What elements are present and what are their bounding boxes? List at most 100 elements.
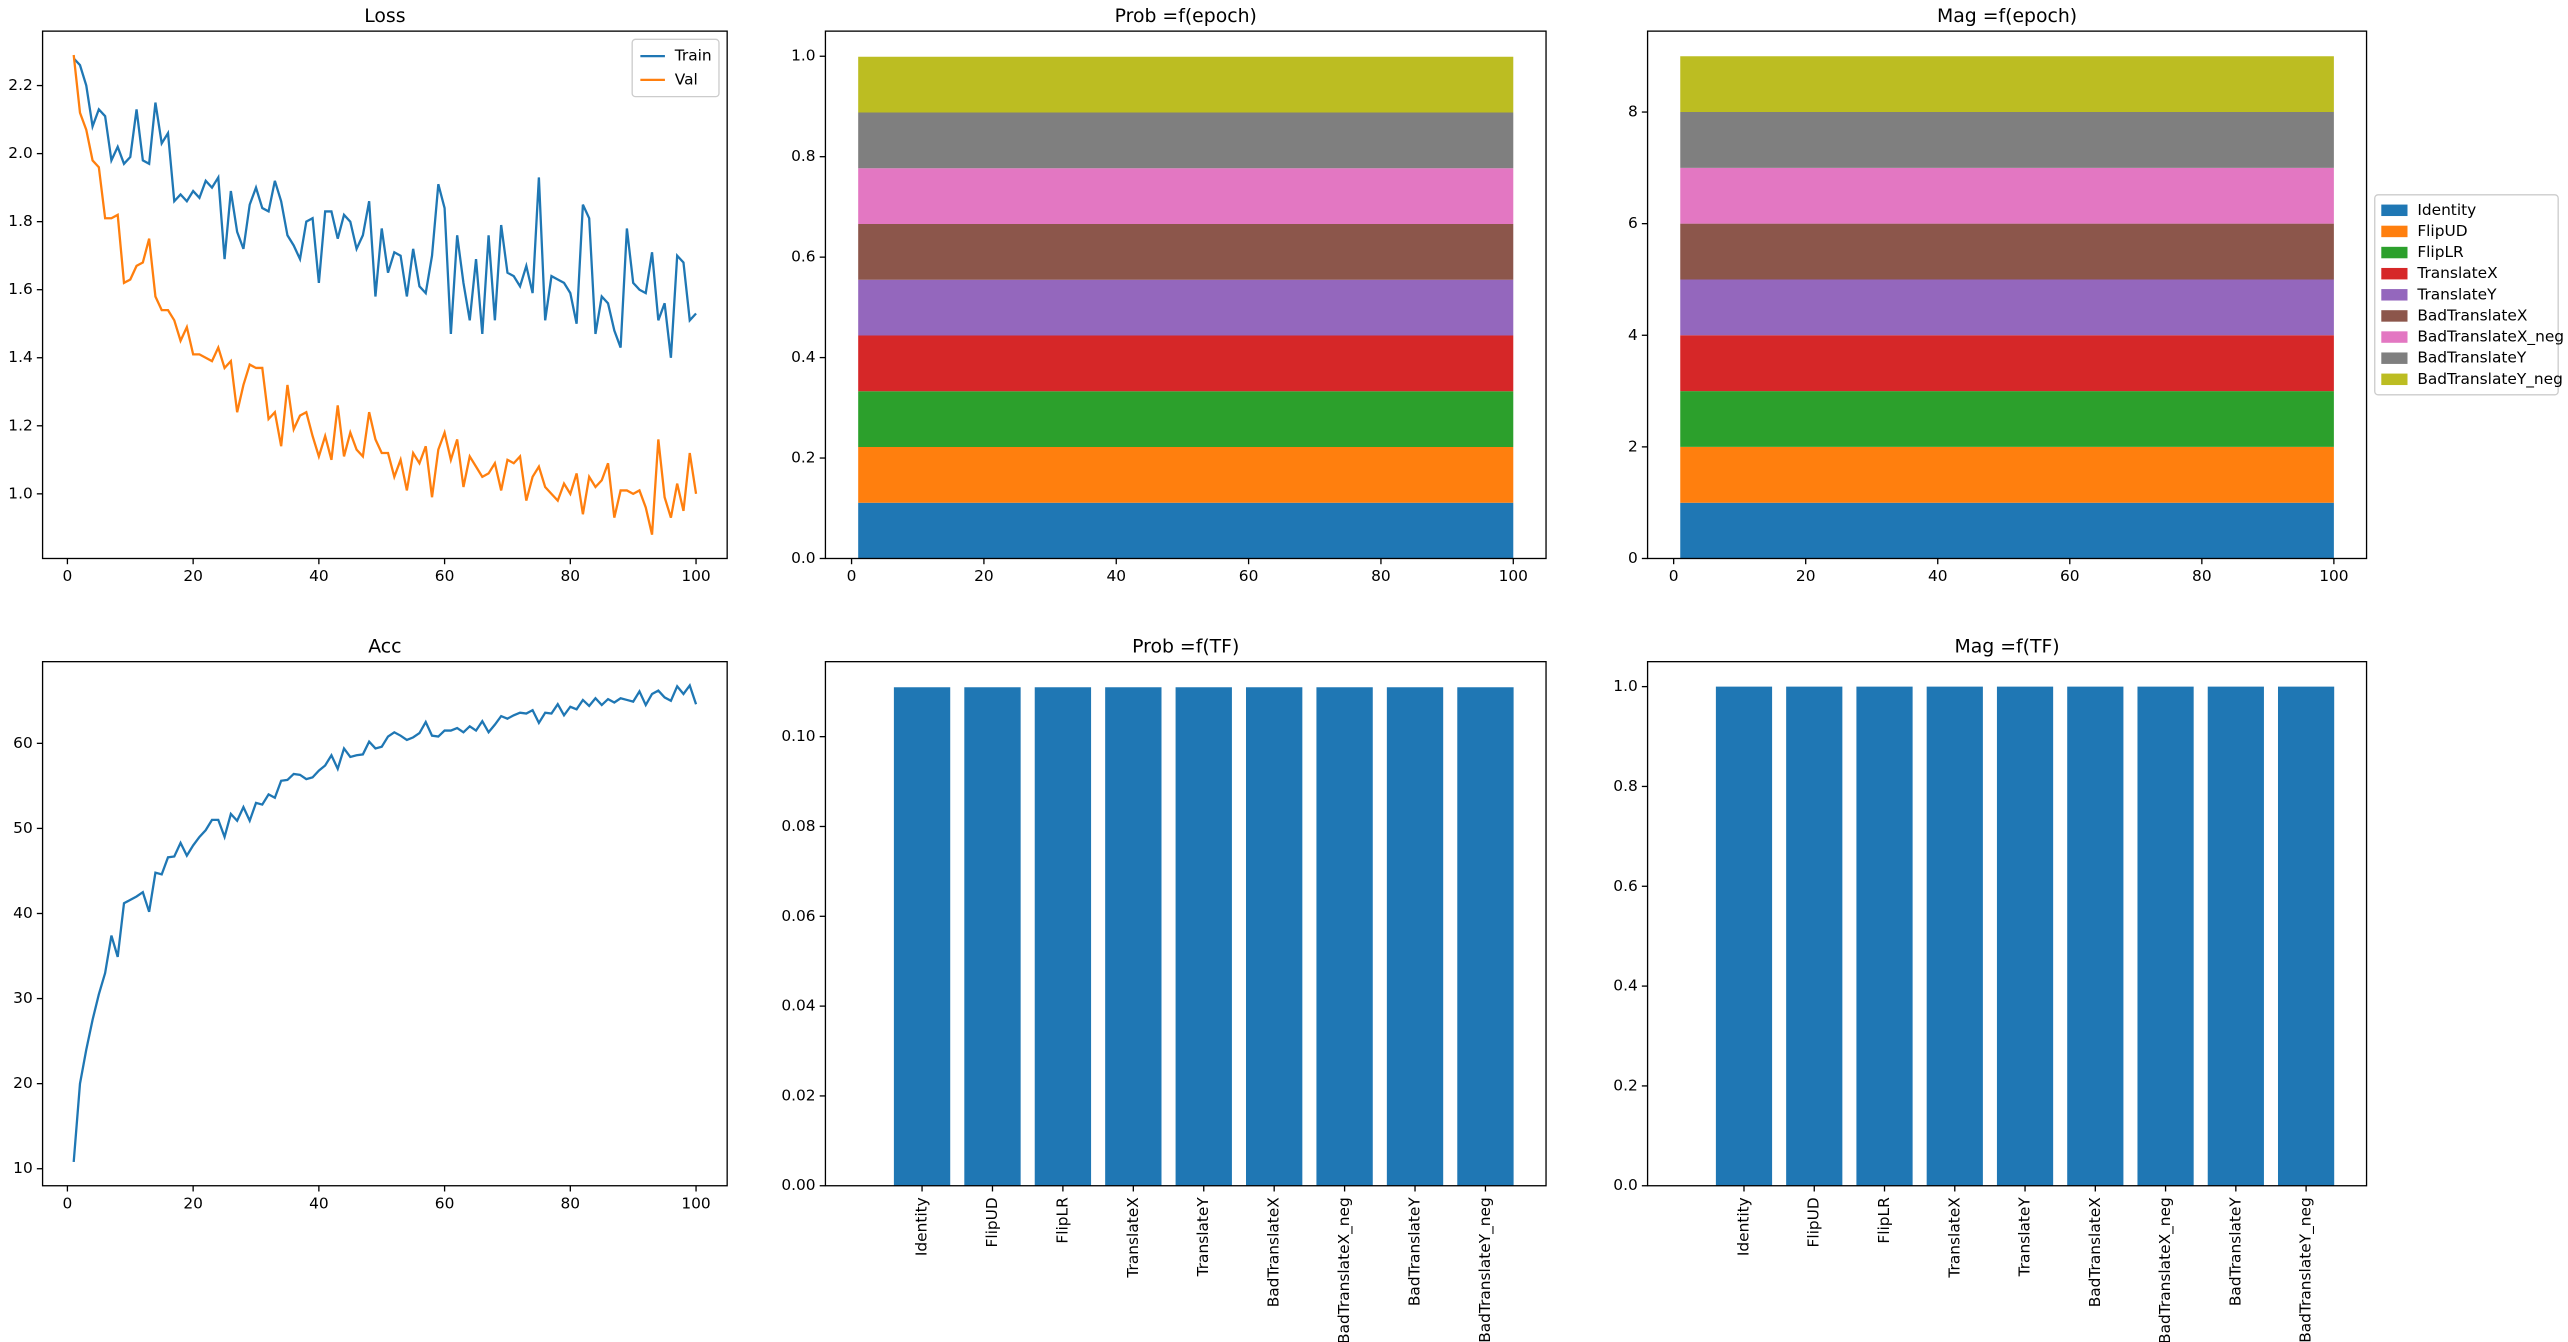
y-tick-label: 0.10 — [781, 727, 815, 745]
x-tick-label: TranslateX — [1945, 1197, 1963, 1279]
x-tick-label: 60 — [2060, 567, 2080, 585]
bar — [2277, 686, 2335, 1186]
chart-title: Prob =f(epoch) — [1115, 6, 1257, 27]
x-tick-label: 60 — [435, 567, 455, 585]
y-tick-label: 0.2 — [791, 449, 815, 467]
bar — [1316, 687, 1373, 1186]
x-tick-label: 40 — [309, 1194, 329, 1212]
area — [1680, 335, 2334, 392]
y-tick-label: 0.2 — [1613, 1076, 1637, 1094]
legend-label: FlipLR — [2417, 243, 2464, 261]
y-tick-label: 0.8 — [791, 147, 815, 165]
x-tick-label: BadTranslateX — [1265, 1197, 1283, 1308]
legend-label: Train — [674, 47, 712, 65]
y-tick-label: 0.0 — [1613, 1176, 1637, 1194]
bar — [2067, 686, 2124, 1186]
axes-frame — [1646, 661, 2368, 1187]
legend-label: BadTranslateY_neg — [2417, 370, 2563, 389]
axes-frame — [41, 661, 728, 1187]
x-tick-label: 100 — [681, 567, 710, 585]
legend-label: FlipUD — [2417, 222, 2467, 240]
x-tick-label: 80 — [561, 1194, 581, 1212]
legend-label: Val — [675, 70, 698, 88]
y-tick-label: 40 — [13, 904, 33, 922]
x-tick-label: 100 — [681, 1194, 710, 1212]
x-tick-label: 20 — [183, 1194, 203, 1212]
y-tick-label: 20 — [13, 1074, 33, 1092]
x-tick-label: 100 — [2319, 567, 2348, 585]
x-tick-label: 0 — [1669, 567, 1679, 585]
x-tick-label: 100 — [1499, 567, 1528, 585]
x-tick-label: Identity — [1734, 1197, 1752, 1256]
line — [72, 54, 698, 535]
x-tick-label: 40 — [1928, 567, 1948, 585]
y-tick-label: 60 — [13, 734, 33, 752]
x-tick-label: BadTranslateY — [2226, 1197, 2244, 1307]
x-tick-label: TranslateY — [1194, 1197, 1212, 1278]
x-tick-label: BadTranslateY — [1406, 1197, 1424, 1307]
legend-label: BadTranslateY — [2417, 349, 2527, 367]
area — [1680, 391, 2334, 447]
area — [1680, 446, 2334, 503]
x-tick-label: FlipUD — [1805, 1197, 1823, 1247]
x-tick-label: BadTranslateX_neg — [1335, 1197, 1354, 1342]
legend-swatch — [2381, 331, 2408, 343]
chart-title: Acc — [368, 636, 401, 657]
y-tick-label: 1.6 — [8, 280, 32, 298]
x-tick-label: BadTranslateY_neg — [2297, 1197, 2316, 1342]
y-tick-label: 0.4 — [791, 348, 815, 366]
y-tick-label: 0.00 — [781, 1176, 815, 1194]
bar — [1715, 686, 1773, 1186]
area — [1680, 167, 2334, 224]
x-tick-label: 40 — [309, 567, 329, 585]
x-tick-label: 60 — [1239, 567, 1259, 585]
bar — [1856, 686, 1913, 1186]
y-tick-label: 0.6 — [1613, 877, 1637, 895]
x-tick-label: 20 — [1796, 567, 1816, 585]
area — [1680, 56, 2334, 113]
legend-label: TranslateX — [2416, 264, 2498, 282]
bar — [2137, 686, 2194, 1186]
x-tick-label: TranslateX — [1124, 1197, 1142, 1279]
area — [1680, 112, 2334, 168]
y-tick-label: 4 — [1628, 326, 1638, 344]
area — [1680, 279, 2334, 336]
x-tick-label: 20 — [183, 567, 203, 585]
y-tick-label: 2.0 — [8, 144, 32, 162]
y-tick-label: 0.6 — [791, 248, 815, 266]
y-tick-label: 1.2 — [8, 416, 32, 434]
y-tick-label: 6 — [1628, 214, 1638, 232]
y-tick-label: 0.4 — [1613, 977, 1637, 995]
area — [1680, 223, 2334, 280]
y-tick-label: 2.2 — [8, 76, 32, 94]
chart-title: Mag =f(TF) — [1954, 636, 2059, 657]
y-tick-label: 1.0 — [791, 47, 815, 65]
axes-frame — [1646, 30, 2368, 560]
bar — [1996, 686, 2054, 1186]
x-tick-label: 40 — [1106, 567, 1126, 585]
bar — [2207, 686, 2264, 1186]
x-tick-label: FlipUD — [983, 1197, 1001, 1247]
x-tick-label: Identity — [913, 1197, 931, 1256]
legend-swatch — [2381, 310, 2408, 322]
y-tick-label: 8 — [1628, 103, 1638, 121]
y-tick-label: 0.08 — [781, 817, 815, 835]
legend-label: Identity — [2417, 201, 2476, 219]
bar — [964, 687, 1021, 1186]
area — [858, 335, 1514, 392]
bar — [1246, 687, 1303, 1186]
area — [858, 446, 1514, 503]
legend-swatch — [2381, 352, 2408, 364]
legend-box — [631, 38, 720, 98]
legend-box — [2374, 194, 2559, 396]
y-tick-label: 0 — [1628, 549, 1638, 567]
area — [1680, 502, 2334, 559]
x-tick-label: 0 — [847, 567, 857, 585]
x-tick-label: 80 — [1371, 567, 1391, 585]
line — [72, 57, 697, 358]
y-tick-label: 1.0 — [8, 484, 32, 502]
area — [858, 56, 1514, 113]
x-tick-label: 20 — [974, 567, 994, 585]
chart-title: Prob =f(TF) — [1132, 636, 1239, 657]
